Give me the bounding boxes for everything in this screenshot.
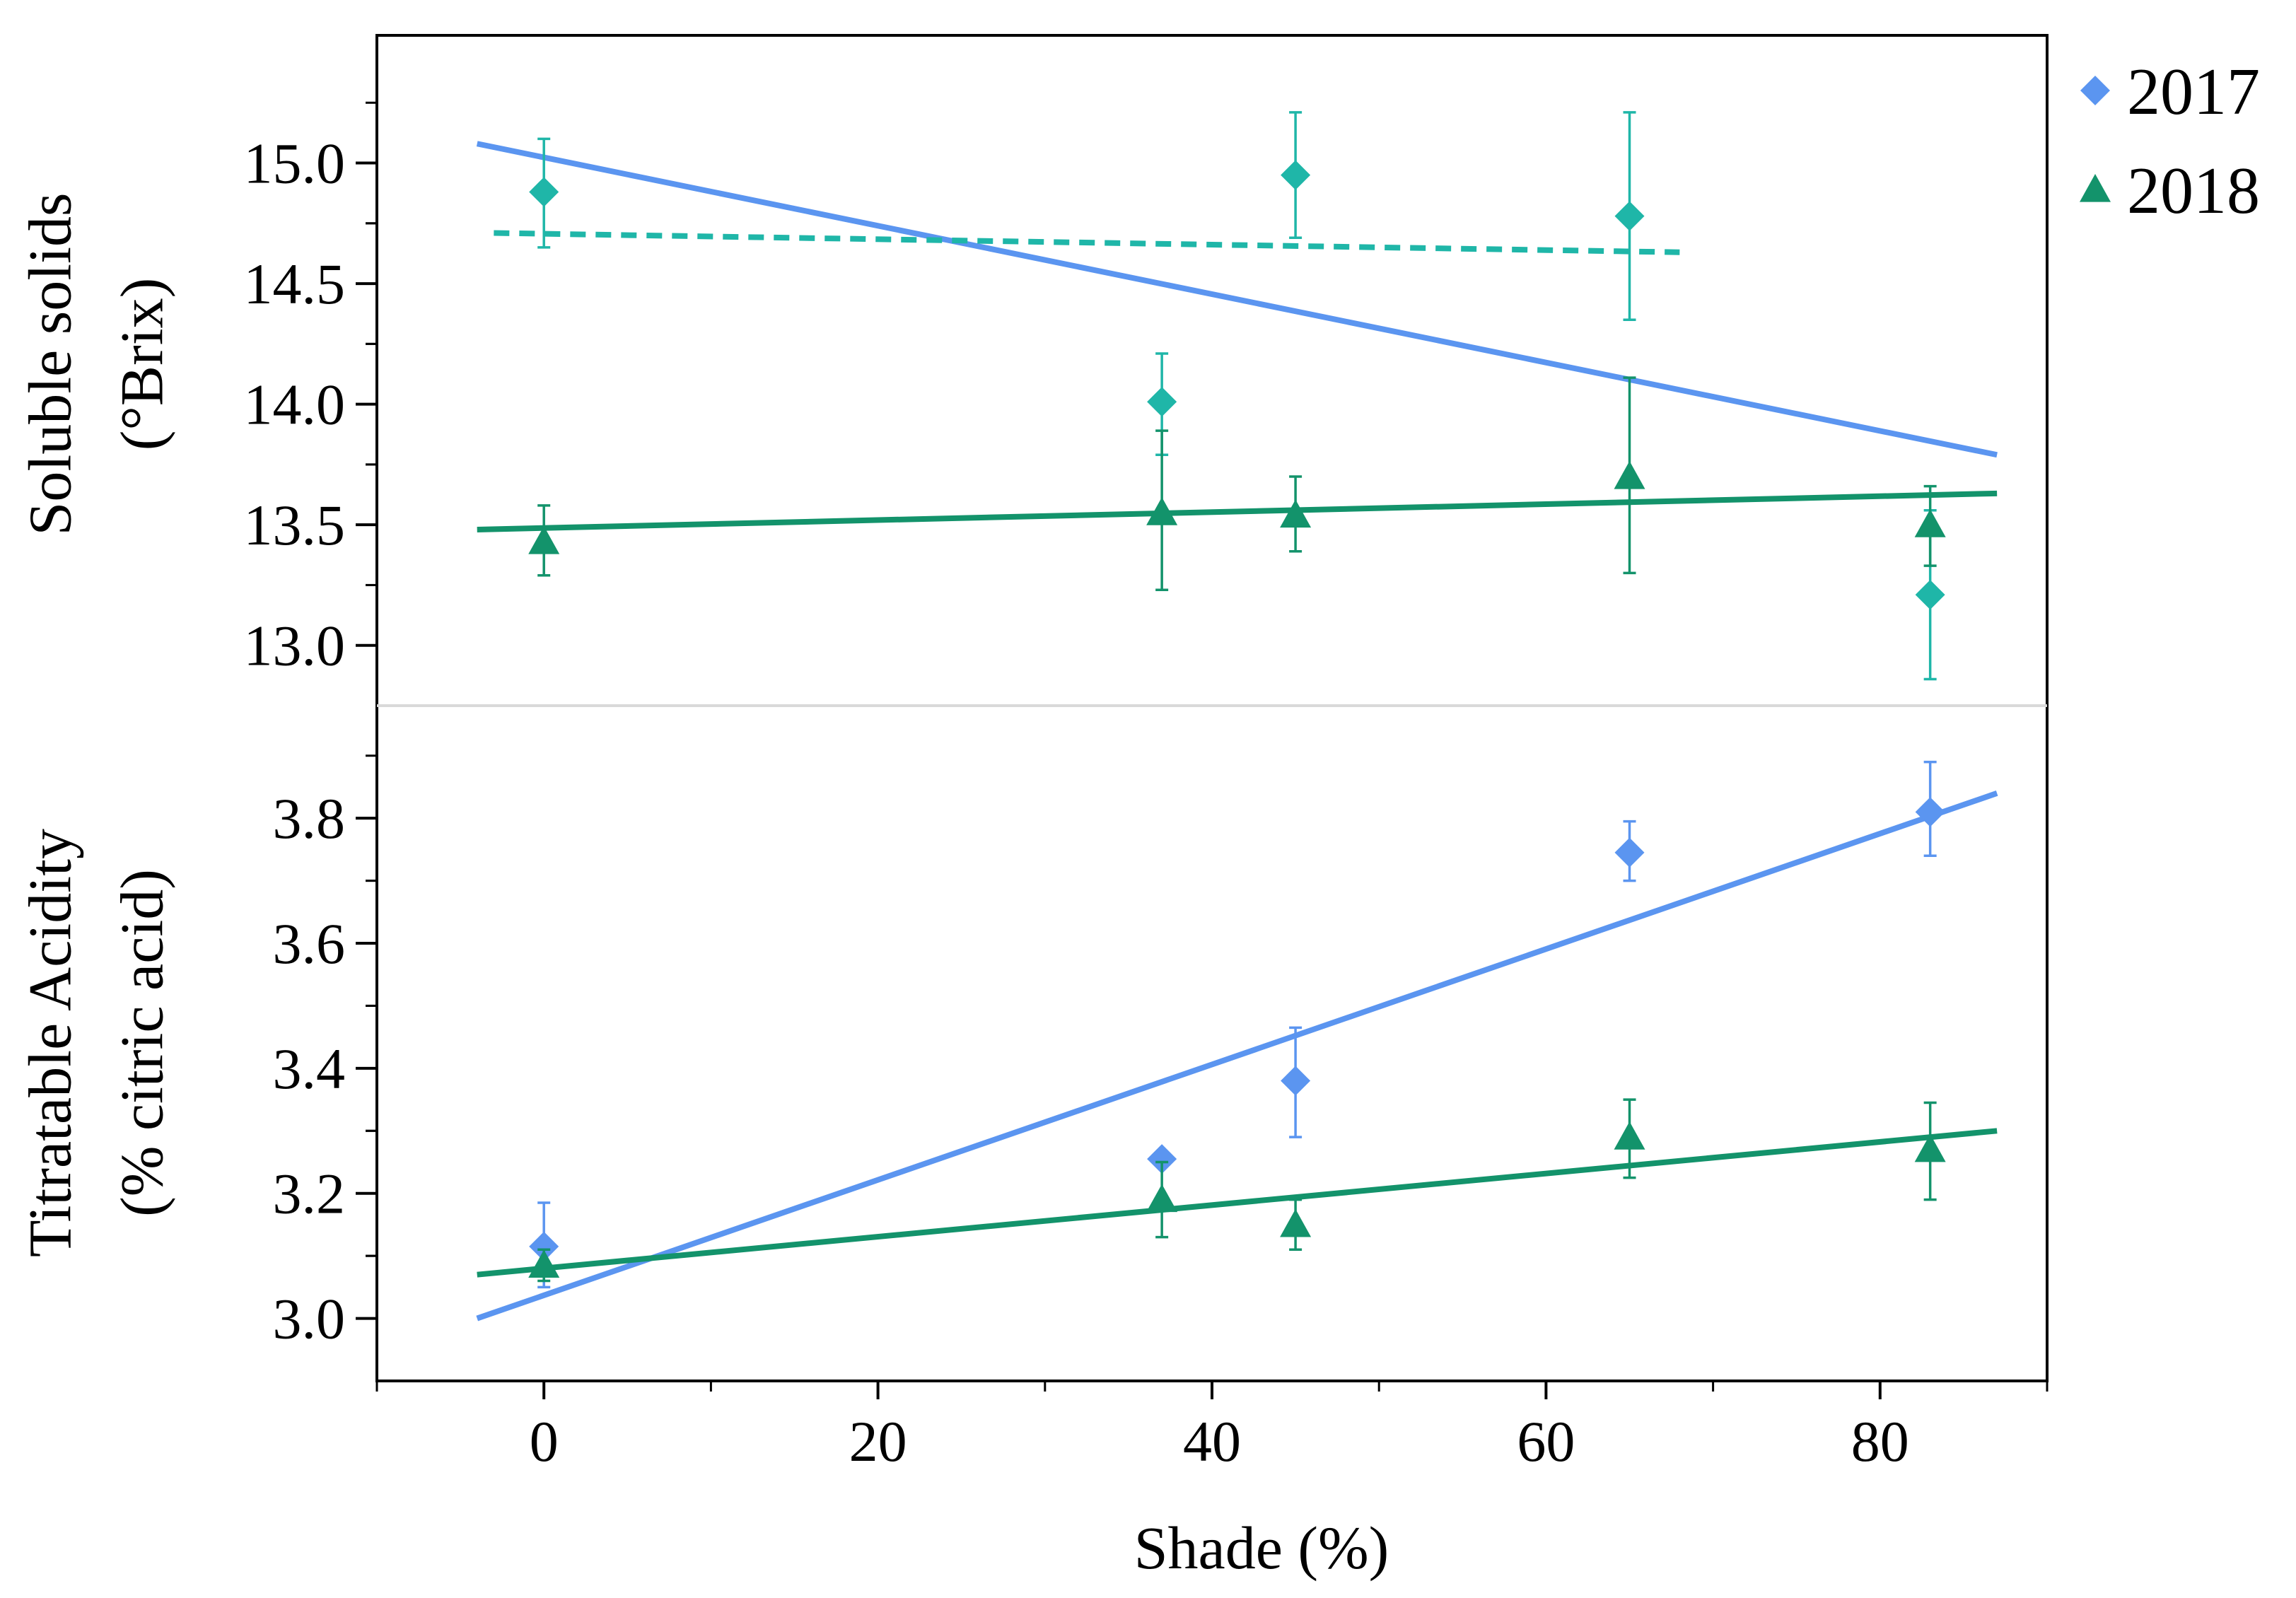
bottom-ytick-label: 3.2 [273, 1162, 346, 1226]
soluble-solids-panel: 13.0 13.5 14.0 14.5 15.0 Soluble solids (°Brix… [16, 101, 1998, 681]
top-point-diamond [1614, 201, 1645, 231]
bottom-fit-line [477, 1128, 1998, 1278]
legend-diamond-icon [2080, 76, 2110, 105]
bottom-ylabel-line: (% citric acid) [108, 869, 176, 1217]
bottom-point-triangle [1614, 1121, 1645, 1150]
top-point-diamond [1147, 387, 1177, 417]
x-tick-label: 40 [1183, 1409, 1241, 1474]
bottom-point-diamond [1915, 797, 1945, 827]
top-ytick-label: 15.0 [244, 132, 346, 196]
bottom-fit-line [476, 791, 1998, 1322]
bottom-point-triangle [1280, 1208, 1312, 1237]
bottom-point-diamond [1614, 837, 1645, 868]
legend-label: 2017 [2127, 55, 2260, 129]
x-axis-title: Shade (%) [1134, 1514, 1389, 1582]
top-point-triangle [528, 526, 560, 554]
bottom-ytick-label: 3.8 [273, 786, 346, 851]
top-fit-line [477, 490, 1998, 533]
bottom-ytick-label: 3.6 [273, 911, 346, 976]
bottom-point-diamond [529, 1231, 559, 1261]
x-tick-label: 60 [1517, 1409, 1575, 1474]
bottom-point-diamond [1147, 1144, 1177, 1174]
titratable-acidity-panel: 3.0 3.2 3.4 3.6 3.8 Titratable Acidity (% citr… [16, 754, 1998, 1351]
top-ytick-label: 14.0 [244, 373, 346, 437]
top-fit-line [494, 230, 1680, 255]
top-point-diamond [1281, 160, 1311, 190]
top-point-diamond [1915, 580, 1945, 610]
bottom-ytick-label: 3.0 [273, 1287, 346, 1351]
legend: 2017 2018 [2080, 55, 2260, 228]
bottom-point-triangle [1146, 1184, 1178, 1213]
top-point-triangle [1280, 499, 1312, 528]
x-tick-label: 0 [530, 1409, 559, 1474]
x-axis: 0 20 40 60 80 Shade (%) [375, 1381, 2049, 1582]
x-tick-label: 20 [849, 1409, 907, 1474]
top-ytick-label: 13.0 [244, 614, 346, 678]
bottom-point-triangle [1914, 1133, 1946, 1162]
top-point-triangle [1914, 509, 1946, 537]
top-fit-line [476, 141, 1998, 458]
top-point-triangle [1614, 460, 1645, 489]
bottom-point-triangle [528, 1249, 560, 1278]
top-ytick-label: 13.5 [244, 493, 346, 557]
top-ytick-label: 14.5 [244, 252, 346, 316]
top-point-triangle [1146, 497, 1178, 525]
bottom-ytick-label: 3.4 [273, 1037, 346, 1101]
top-ylabel-line: (°Brix) [108, 278, 176, 451]
x-tick-label: 80 [1851, 1409, 1909, 1474]
bottom-point-diamond [1281, 1066, 1311, 1096]
top-ylabel-line: Soluble solids [16, 192, 84, 535]
top-point-diamond [529, 177, 559, 207]
legend-triangle-icon [2080, 174, 2111, 202]
bottom-ylabel-line: Titratable Acidity [16, 829, 84, 1257]
legend-label: 2018 [2127, 154, 2260, 228]
